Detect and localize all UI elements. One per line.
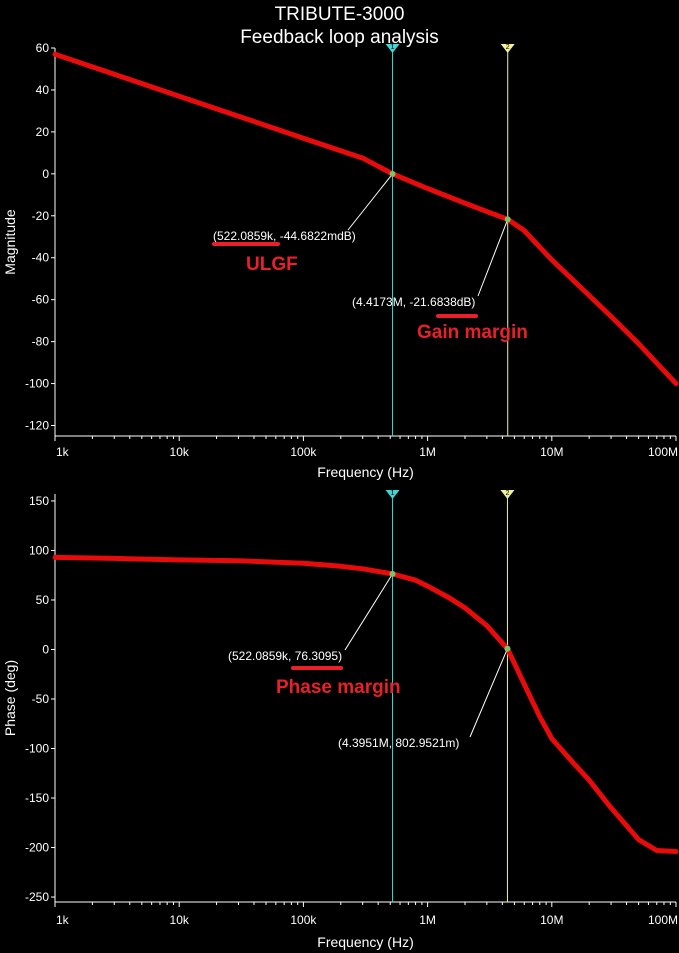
phase-y-tick-label: 0 (42, 642, 49, 656)
phase-x-tick-label: 100M (648, 913, 678, 927)
magnitude-y-axis-label: Magnitude (2, 209, 18, 275)
magnitude-cursor-2-readout: (4.4173M, -21.6838dB) (352, 295, 475, 309)
phase-x-axis-label: Frequency (Hz) (317, 934, 413, 950)
phase-cursor-1-leader (344, 573, 393, 651)
phase-cursor-1-marker (385, 490, 400, 499)
magnitude-x-tick-label: 100M (648, 445, 678, 459)
magnitude-cursor-1-readout: (522.0859k, -44.6822mdB) (213, 229, 356, 243)
phase-cursor-2-leader (469, 648, 508, 738)
phase-x-tick-label: 1M (419, 913, 436, 927)
magnitude-cursor-1-marker-label: 1 (391, 44, 395, 51)
magnitude-x-tick-label: 1k (56, 445, 70, 459)
magnitude-cursor-2-marker-label: 2 (506, 44, 510, 51)
phase-cursor-1-marker-label: 1 (391, 490, 395, 497)
magnitude-x-tick-label: 1M (419, 445, 436, 459)
magnitude-x-tick-label: 10k (170, 445, 190, 459)
magnitude-cursor-1-leader (347, 173, 393, 231)
chart-subtitle: Feedback loop analysis (240, 27, 439, 48)
phase-cursor-2-marker (500, 490, 515, 499)
magnitude-cursor-2-leader (477, 219, 509, 297)
magnitude-y-tick-label: -120 (25, 419, 49, 433)
magnitude-cursor-2-marker (500, 44, 515, 53)
phase-cursor-1-readout: (522.0859k, 76.3095) (228, 649, 342, 663)
magnitude-y-tick-label: -40 (32, 251, 50, 265)
phase-y-tick-label: -50 (32, 692, 50, 706)
phase-annotation-phase-margin: Phase margin (276, 677, 401, 698)
magnitude-y-tick-label: -80 (32, 335, 50, 349)
phase-y-tick-label: -100 (25, 742, 49, 756)
magnitude-y-tick-label: 40 (36, 83, 50, 97)
phase-cursor-1-point (389, 570, 396, 577)
magnitude-x-tick-label: 100k (290, 445, 317, 459)
magnitude-x-tick-label: 10M (540, 445, 563, 459)
phase-x-tick-label: 1k (56, 913, 70, 927)
phase-trace (52, 554, 679, 854)
magnitude-cursor-1-point (389, 170, 396, 177)
phase-cursor-2-point (504, 645, 511, 652)
magnitude-cursor-2-point (504, 216, 511, 223)
phase-y-tick-label: 150 (29, 494, 49, 508)
chart-title: TRIBUTE-3000 (274, 4, 405, 25)
magnitude-annotation-gain-margin: Gain margin (417, 322, 528, 343)
phase-y-tick-label: 50 (36, 593, 50, 607)
phase-cursor-2-marker-label: 2 (506, 490, 510, 497)
phase-y-tick-label: -200 (25, 841, 49, 855)
phase-y-tick-label: -150 (25, 791, 49, 805)
phase-y-tick-label: -250 (25, 890, 49, 904)
magnitude-y-tick-label: 20 (36, 125, 50, 139)
phase-cursor-2-readout: (4.3951M, 802.9521m) (338, 736, 459, 750)
magnitude-y-tick-label: 60 (36, 41, 50, 55)
magnitude-y-tick-label: -100 (25, 377, 49, 391)
phase-x-tick-label: 10k (170, 913, 190, 927)
magnitude-annotation-ulgf: ULGF (246, 254, 298, 275)
phase-y-axis-label: Phase (deg) (2, 660, 18, 736)
phase-y-tick-label: 100 (29, 543, 49, 557)
phase-x-tick-label: 100k (290, 913, 317, 927)
magnitude-cursor-1-marker (385, 44, 400, 53)
magnitude-trace (52, 51, 679, 387)
magnitude-x-axis-label: Frequency (Hz) (317, 464, 413, 480)
magnitude-y-tick-label: -60 (32, 293, 50, 307)
magnitude-y-tick-label: 0 (42, 167, 49, 181)
magnitude-y-tick-label: -20 (32, 209, 50, 223)
phase-x-tick-label: 10M (540, 913, 563, 927)
